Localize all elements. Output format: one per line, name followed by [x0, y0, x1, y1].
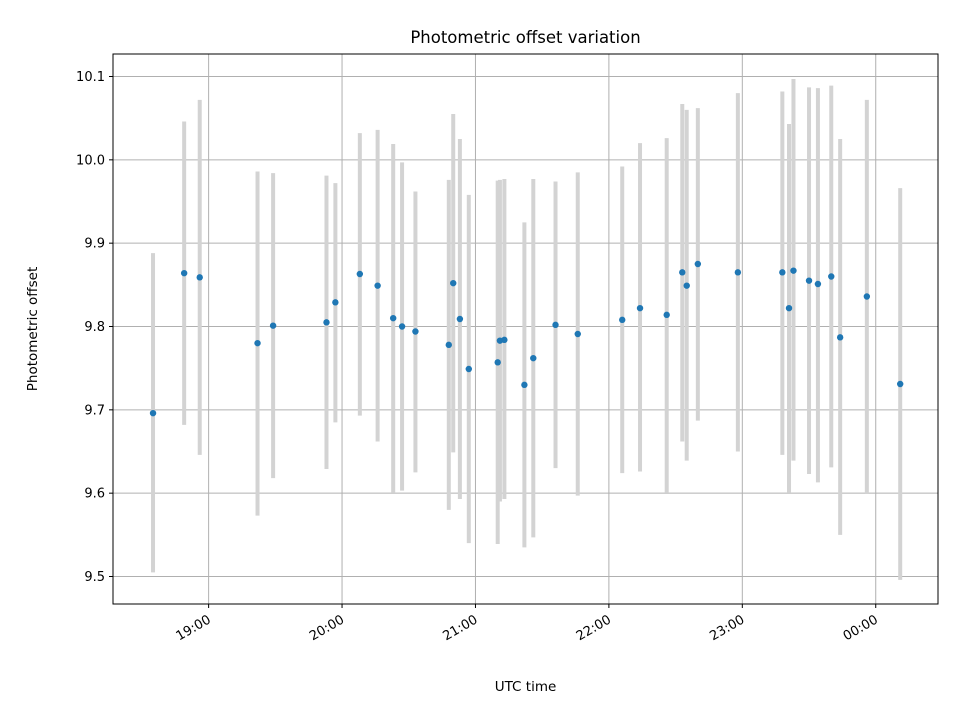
x-axis-label: UTC time [495, 679, 557, 695]
chart-title: Photometric offset variation [410, 28, 640, 47]
y-tick-label: 9.5 [84, 570, 105, 585]
y-axis-label: Photometric offset [25, 267, 41, 391]
data-point [574, 330, 581, 338]
data-point [398, 323, 406, 330]
data-point [356, 270, 364, 278]
data-point [552, 321, 559, 329]
data-point [836, 334, 844, 341]
data-point [521, 381, 528, 389]
data-point [456, 315, 464, 323]
data-point [790, 267, 797, 274]
y-tick-label: 10.1 [76, 70, 105, 85]
data-point [779, 269, 786, 276]
data-point [785, 304, 793, 312]
data-point [149, 409, 157, 417]
y-tick-label: 9.8 [84, 320, 105, 335]
data-points [149, 260, 904, 417]
data-point [374, 282, 381, 289]
data-point [896, 380, 904, 388]
data-point [323, 319, 330, 326]
data-point [196, 274, 203, 281]
y-tick-label: 10.0 [76, 153, 105, 168]
data-point [450, 279, 457, 287]
data-point [636, 304, 644, 312]
data-point [389, 314, 397, 322]
y-tick-label: 9.9 [84, 237, 105, 252]
data-point [254, 339, 261, 347]
plot-frame [112, 53, 939, 605]
data-point [679, 269, 686, 276]
data-point [683, 282, 690, 289]
data-point [269, 322, 277, 329]
data-point [494, 359, 501, 366]
data-point [501, 336, 508, 344]
data-point [863, 293, 871, 300]
y-tick-label: 9.7 [84, 403, 105, 418]
data-point [332, 299, 339, 306]
data-point [180, 269, 188, 277]
data-point [530, 354, 537, 362]
data-point [814, 280, 822, 288]
data-point [805, 277, 813, 284]
data-point [663, 311, 670, 319]
data-point [412, 328, 419, 335]
y-tick-label: 9.6 [84, 487, 105, 502]
data-point [828, 273, 835, 280]
data-point [734, 269, 742, 276]
data-point [694, 260, 702, 268]
data-point [445, 341, 452, 349]
data-point [619, 316, 626, 324]
data-point [465, 365, 472, 373]
